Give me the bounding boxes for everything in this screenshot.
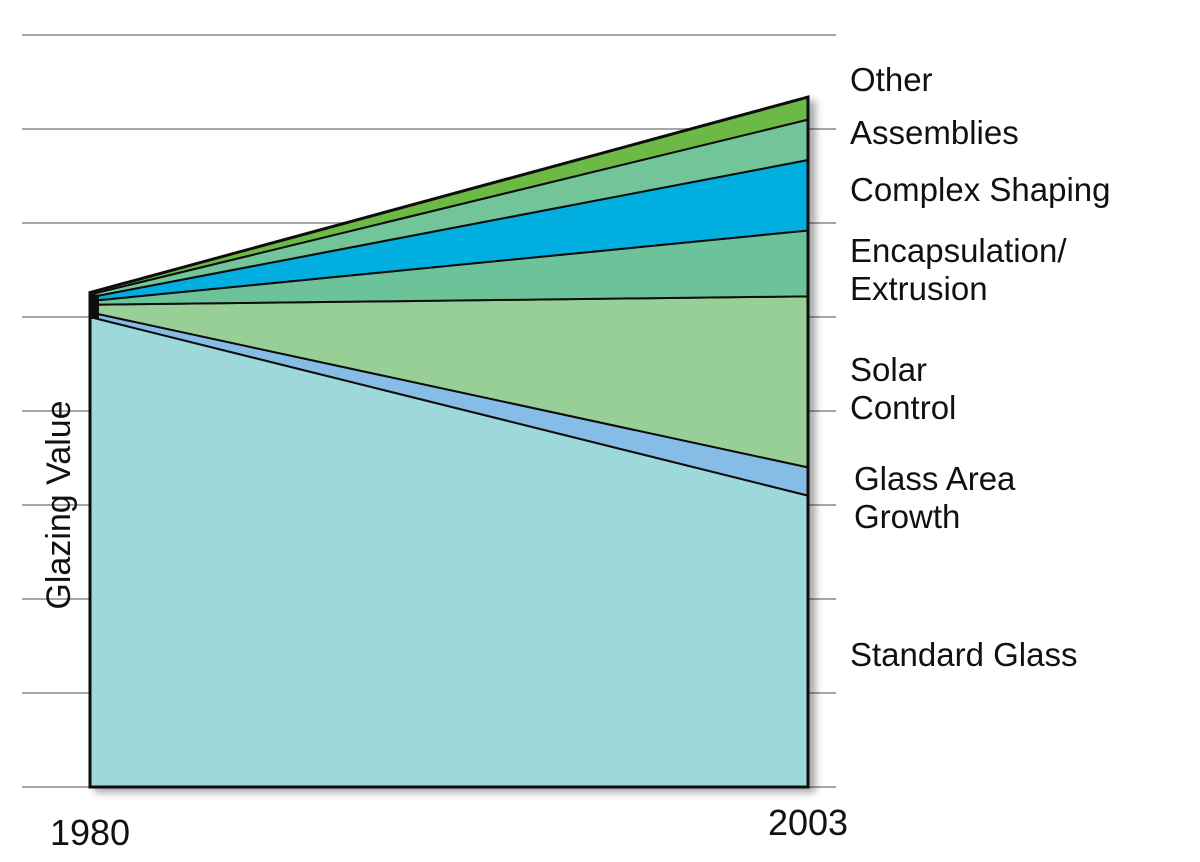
x-tick-1980: 1980 — [50, 812, 130, 853]
label-complex-shaping: Complex Shaping — [850, 171, 1111, 208]
label-encapsulation-extrusion-line-1: Encapsulation/ — [850, 232, 1067, 269]
area-start-edge — [89, 294, 99, 319]
label-standard-glass: Standard Glass — [850, 636, 1077, 673]
area-outline — [88, 95, 810, 789]
label-solar-control-line-2: Control — [850, 389, 956, 426]
label-glass-area-growth-line-2: Growth — [854, 498, 960, 535]
axes: 1980 2003 Glazing Value — [40, 400, 848, 853]
label-encapsulation-extrusion-line-2: Extrusion — [850, 270, 988, 307]
label-glass-area-growth-line-1: Glass Area — [854, 460, 1016, 497]
label-assemblies: Assemblies — [850, 114, 1019, 151]
label-other: Other — [850, 61, 933, 98]
y-axis-label: Glazing Value — [40, 400, 78, 609]
stacked-areas — [88, 95, 810, 789]
x-tick-2003: 2003 — [768, 802, 848, 843]
label-solar-control-line-1: Solar — [850, 351, 927, 388]
